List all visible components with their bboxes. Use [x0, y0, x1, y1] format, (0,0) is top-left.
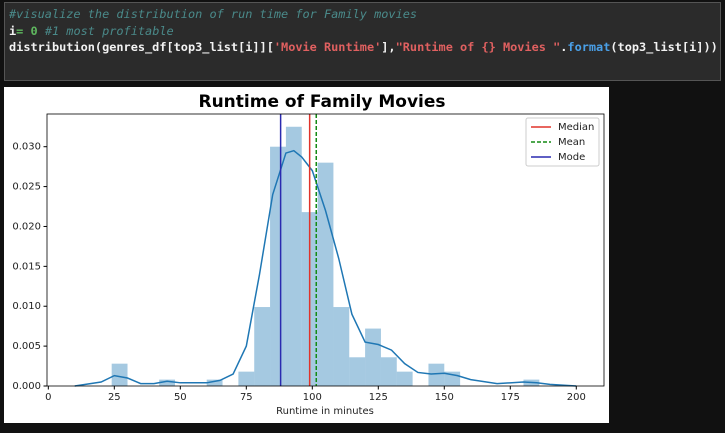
plot: Runtime of Family Movies Runtime in minu…: [12, 92, 605, 417]
axes-frame: [46, 113, 605, 387]
chart: Runtime of Family Movies Runtime in minu…: [4, 87, 609, 423]
code-line: distribution(genres_df[top3_list[i]]['Mo…: [9, 40, 718, 55]
x-axis-label: Runtime in minutes: [276, 406, 374, 417]
y-tick-label: 0.005: [12, 341, 41, 352]
x-tick-label: 0: [45, 392, 51, 403]
histogram-bar: [206, 379, 223, 386]
code-line: #visualize the distribution of run time …: [8, 7, 417, 21]
histogram-bar: [428, 363, 445, 386]
y-tick-label: 0.020: [12, 221, 41, 232]
y-tick-label: 0.025: [12, 182, 41, 193]
x-tick-label: 50: [174, 392, 187, 403]
y-tick-label: 0.015: [12, 261, 41, 272]
code-token: distribution(genres_df[top3_list[i]][: [9, 40, 274, 55]
x-tick-label: 125: [369, 392, 388, 403]
output-background: [4, 87, 609, 423]
histogram-bar: [396, 371, 413, 386]
code-token: .: [560, 40, 567, 54]
histogram-bar: [159, 379, 176, 386]
code-token: #visualize the distribution of run time …: [8, 7, 417, 21]
legend-box: [525, 117, 600, 167]
histogram-bar: [285, 126, 302, 387]
y-tick-label: 0.030: [12, 142, 41, 153]
histogram-bar: [333, 307, 350, 386]
histogram-bar: [238, 371, 255, 386]
y-tick-label: 0.000: [12, 381, 41, 392]
code-token: "Runtime of {} Movies ": [396, 40, 561, 54]
x-tick-label: 150: [435, 392, 454, 403]
histogram-bar: [365, 328, 381, 386]
x-tick-label: 25: [108, 392, 121, 403]
histogram-bar: [349, 357, 366, 386]
code-token: #1 most profitable: [38, 24, 174, 38]
y-tick-label: 0.010: [12, 301, 41, 312]
histogram-bar: [111, 363, 128, 386]
histogram-bar: [254, 307, 271, 386]
legend-label: Mode: [558, 152, 585, 163]
legend-label: Mean: [558, 137, 585, 148]
code-token: format: [567, 40, 610, 54]
kde-line: [74, 149, 577, 387]
x-tick-label: 75: [240, 392, 253, 403]
code-token: 'Movie Runtime': [274, 40, 381, 54]
histogram-bar: [270, 146, 286, 386]
histogram-bar: [317, 162, 334, 386]
histogram-bar: [380, 357, 397, 386]
x-tick-label: 100: [303, 392, 322, 403]
code-line: i= 0 #1 most profitable: [9, 24, 174, 38]
code-token: = 0: [16, 24, 37, 38]
legend-label: Median: [558, 122, 594, 133]
chart-title: Runtime of Family Movies: [198, 92, 445, 112]
code-token: (top3_list[i])): [610, 40, 717, 55]
code-token: ],: [381, 40, 395, 54]
code-token: i: [9, 24, 16, 38]
code-cell: #visualize the distribution of run time …: [4, 2, 721, 81]
x-tick-label: 175: [501, 392, 520, 403]
x-tick-label: 200: [567, 392, 586, 403]
